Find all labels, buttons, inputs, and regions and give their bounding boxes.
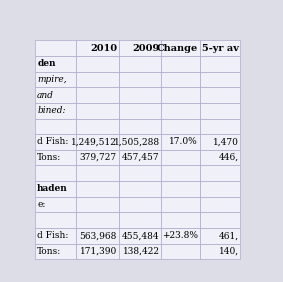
Text: 1,249,512: 1,249,512 (71, 138, 117, 146)
Bar (200, 244, 241, 259)
Text: 171,390: 171,390 (80, 247, 117, 256)
Text: and: and (37, 91, 54, 100)
Bar (162, 212, 200, 228)
Bar (76, 212, 119, 228)
Bar (162, 103, 200, 118)
Bar (76, 56, 119, 72)
Bar (76, 118, 119, 134)
Bar (119, 56, 162, 72)
Bar (200, 212, 241, 228)
Text: 138,422: 138,422 (123, 247, 160, 256)
Text: 140,: 140, (218, 247, 239, 256)
Bar (35, 228, 76, 244)
Text: 461,: 461, (218, 231, 239, 240)
Bar (35, 40, 76, 56)
Bar (35, 103, 76, 118)
Text: e:: e: (37, 200, 46, 209)
Bar (162, 56, 200, 72)
Bar (119, 72, 162, 87)
Bar (35, 181, 76, 197)
Bar (35, 87, 76, 103)
Bar (76, 244, 119, 259)
Bar (162, 150, 200, 166)
Bar (76, 103, 119, 118)
Text: 17.0%: 17.0% (169, 138, 198, 146)
Bar (35, 212, 76, 228)
Bar (162, 118, 200, 134)
Bar (35, 166, 76, 181)
Text: 457,457: 457,457 (122, 153, 160, 162)
Bar (162, 181, 200, 197)
Text: haden: haden (37, 184, 68, 193)
Bar (200, 197, 241, 212)
Text: 2009: 2009 (132, 44, 160, 53)
Bar (200, 181, 241, 197)
Text: 1,505,288: 1,505,288 (113, 138, 160, 146)
Text: den: den (37, 59, 56, 68)
Bar (35, 118, 76, 134)
Bar (119, 134, 162, 150)
Bar (35, 134, 76, 150)
Text: 5-yr av: 5-yr av (202, 44, 239, 53)
Bar (200, 40, 241, 56)
Text: 2010: 2010 (90, 44, 117, 53)
Bar (76, 181, 119, 197)
Bar (162, 87, 200, 103)
Bar (162, 40, 200, 56)
Bar (76, 134, 119, 150)
Bar (76, 40, 119, 56)
Text: bined:: bined: (37, 106, 66, 115)
Bar (76, 87, 119, 103)
Bar (119, 228, 162, 244)
Text: d Fish:: d Fish: (37, 138, 68, 146)
Text: 1,470: 1,470 (213, 138, 239, 146)
Bar (119, 244, 162, 259)
Text: mpire,: mpire, (37, 75, 67, 84)
Bar (162, 244, 200, 259)
Bar (76, 150, 119, 166)
Text: 379,727: 379,727 (80, 153, 117, 162)
Text: 455,484: 455,484 (122, 231, 160, 240)
Text: +23.8%: +23.8% (162, 231, 198, 240)
Bar (76, 197, 119, 212)
Bar (35, 56, 76, 72)
Bar (162, 197, 200, 212)
Bar (200, 118, 241, 134)
Bar (162, 134, 200, 150)
Bar (200, 166, 241, 181)
Bar (200, 87, 241, 103)
Bar (200, 134, 241, 150)
Text: 563,968: 563,968 (80, 231, 117, 240)
Bar (162, 166, 200, 181)
Bar (35, 150, 76, 166)
Text: d Fish:: d Fish: (37, 231, 68, 240)
Bar (119, 166, 162, 181)
Bar (200, 56, 241, 72)
Bar (35, 197, 76, 212)
Bar (162, 228, 200, 244)
Bar (200, 72, 241, 87)
Bar (76, 72, 119, 87)
Bar (200, 103, 241, 118)
Bar (35, 244, 76, 259)
Bar (200, 150, 241, 166)
Bar (200, 228, 241, 244)
Bar (76, 166, 119, 181)
Text: Tons:: Tons: (37, 247, 61, 256)
Bar (119, 87, 162, 103)
Bar (76, 228, 119, 244)
Bar (119, 40, 162, 56)
Bar (35, 72, 76, 87)
Bar (119, 103, 162, 118)
Bar (119, 118, 162, 134)
Text: Change: Change (157, 44, 198, 53)
Bar (119, 150, 162, 166)
Text: 446,: 446, (218, 153, 239, 162)
Bar (119, 181, 162, 197)
Bar (119, 197, 162, 212)
Bar (162, 72, 200, 87)
Text: Tons:: Tons: (37, 153, 61, 162)
Bar (119, 212, 162, 228)
